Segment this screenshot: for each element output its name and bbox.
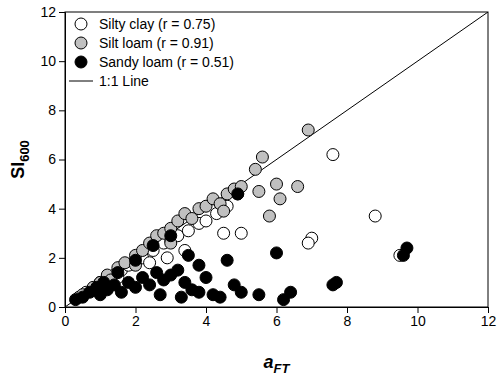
y-tick-mark [59,160,65,161]
x-tick: 2 [132,307,140,329]
x-tick-label: 4 [203,313,211,329]
y-tick-label: 8 [48,102,56,118]
y-tick-mark [59,307,65,308]
point [154,289,166,301]
point [232,188,244,200]
y-tick: 0 [48,299,65,315]
x-tick-label: 6 [273,313,281,329]
point [147,240,159,252]
point [253,185,265,197]
identity-line [65,12,488,307]
x-tick: 6 [273,307,281,329]
y-tick-label: 4 [48,201,56,217]
point [274,193,286,205]
point [112,267,124,279]
x-tick-label: 12 [481,313,497,329]
point [182,249,194,261]
x-tick: 0 [62,307,70,329]
point [200,215,212,227]
point [214,291,226,303]
y-tick-label: 10 [40,53,56,69]
y-axis-title: SI600 [8,140,32,179]
legend: Silty clay (r = 0.75) Silt loam (r = 0.91… [69,16,234,89]
point [271,247,283,259]
point [218,227,230,239]
point [327,149,339,161]
x-tick-label: 0 [62,313,70,329]
point [285,286,297,298]
y-tick-mark [59,110,65,111]
point [200,272,212,284]
marks [65,12,488,307]
point [302,124,314,136]
point [175,291,187,303]
point [256,151,268,163]
legend-swatch [75,56,87,68]
y-tick: 12 [40,4,65,20]
y-tick-label: 6 [48,151,56,167]
y-tick: 6 [48,151,65,167]
point [130,254,142,266]
y-axis: 0 2 4 6 8 10 12 [40,4,65,315]
point [144,279,156,291]
x-tick-label: 2 [132,313,140,329]
plot: 0 2 4 6 8 10 12 0 2 4 6 8 10 12 [40,4,496,329]
point [327,279,339,291]
point [302,237,314,249]
y-tick: 4 [48,201,65,217]
point [401,242,413,254]
x-tick-label: 10 [410,313,426,329]
x-tick: 12 [481,307,497,329]
x-tick-label: 8 [344,313,352,329]
x-tick: 10 [410,307,426,329]
y-tick-label: 2 [48,250,56,266]
point [193,286,205,298]
point [182,225,194,237]
chart: 0 2 4 6 8 10 12 0 2 4 6 8 10 12 aFT SI600 Silty clay (r … [0,0,500,382]
point [221,254,233,266]
y-tick-mark [59,12,65,13]
x-axis: 0 2 4 6 8 10 12 [62,307,497,329]
point [161,252,173,264]
y-tick-label: 12 [40,4,56,20]
legend-swatch [69,81,93,82]
point [232,188,244,200]
legend-swatch [75,37,87,49]
point [253,289,265,301]
point [263,210,275,222]
legend-label: Silty clay (r = 0.75) [99,16,215,32]
point [249,163,261,175]
x-axis-title: aFT [264,352,291,376]
y-tick: 8 [48,102,65,118]
y-tick-mark [59,258,65,259]
point [218,205,230,217]
y-tick: 2 [48,250,65,266]
legend-label: Silt loam (r = 0.91) [99,35,214,51]
point [98,276,110,288]
point [369,210,381,222]
point [292,181,304,193]
point [165,230,177,242]
y-tick-label: 0 [48,299,56,315]
legend-label: Sandy loam (r = 0.51) [99,54,234,70]
point [235,286,247,298]
point [271,178,283,190]
point [235,227,247,239]
y-tick-mark [59,61,65,62]
x-tick: 4 [203,307,211,329]
plot-frame [65,12,488,307]
point [130,254,142,266]
point [193,259,205,271]
y-tick-mark [59,209,65,210]
legend-swatch [75,18,87,30]
y-tick: 10 [40,53,65,69]
legend-label: 1:1 Line [99,73,149,89]
point [172,264,184,276]
x-tick: 8 [344,307,352,329]
